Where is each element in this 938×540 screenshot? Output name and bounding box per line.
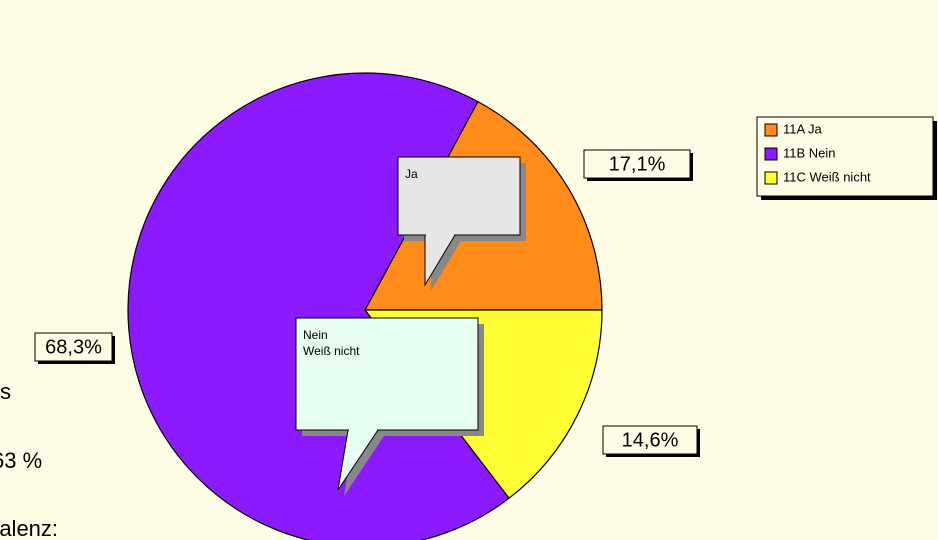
legend (756, 116, 934, 197)
value-label: 14,6% (622, 429, 679, 451)
callout-text: Weiß nicht (303, 344, 360, 358)
legend-swatch (764, 171, 778, 185)
callout-text: Nein (303, 328, 328, 342)
value-label: 68,3% (45, 336, 102, 358)
legend-swatch (764, 123, 778, 137)
fragment-text: s (0, 379, 11, 404)
label-box (34, 332, 113, 362)
legend-label: 11A Ja (783, 121, 823, 136)
legend-swatch (764, 147, 778, 161)
callout-box (295, 317, 479, 431)
callout-box (397, 156, 521, 236)
label-box (583, 149, 691, 179)
value-label: 17,1% (609, 153, 666, 175)
fragment-text: 63 % (0, 448, 42, 473)
label-box (602, 425, 698, 455)
fragment-text: ralenz: (0, 516, 58, 540)
callout-text: Ja (405, 167, 418, 181)
legend-label: 11B Nein (783, 145, 836, 160)
legend-label: 11C Weiß nicht (783, 169, 871, 184)
